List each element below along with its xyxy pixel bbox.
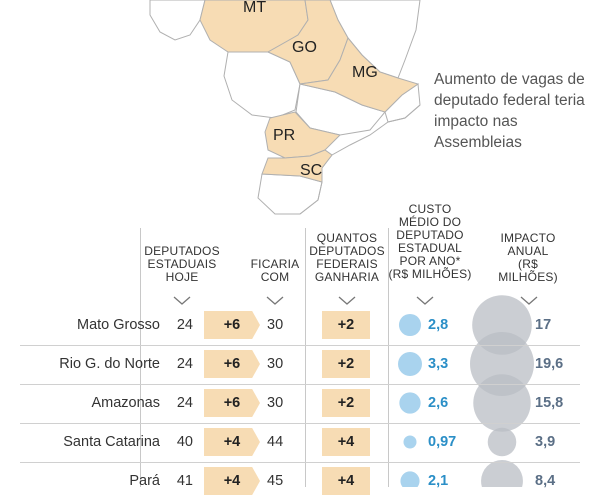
row-state: Amazonas <box>91 395 160 411</box>
map-label-sc: SC <box>300 162 322 179</box>
row-hoje: 41 <box>176 473 193 489</box>
row-divider <box>20 462 580 463</box>
row-hoje: 24 <box>176 395 193 411</box>
row-aumento-badge: +4 <box>204 428 260 456</box>
header-ficaria-com: FICARIA COM <box>250 257 300 284</box>
brazil-map: MT GO MG PR SC <box>149 0 421 215</box>
map-label-mg: MG <box>352 64 378 81</box>
header-impacto-anual: IMPACTO ANUAL (R$ MILHÕES) <box>498 231 558 284</box>
row-custo-label: 3,3 <box>428 356 449 372</box>
row-hoje: 24 <box>176 317 193 333</box>
row-federais-badge: +2 <box>322 311 370 339</box>
row-ficaria: 30 <box>267 317 284 333</box>
row-ficaria: 45 <box>267 473 284 489</box>
cost-bubble <box>399 392 421 414</box>
row-divider <box>20 384 580 385</box>
chevron-down-icon <box>520 296 538 305</box>
row-ficaria: 30 <box>267 356 284 372</box>
impact-bubble <box>487 427 517 457</box>
chevron-down-icon <box>266 296 284 305</box>
column-divider <box>388 228 389 487</box>
row-divider <box>20 345 580 346</box>
row-aumento-badge: +6 <box>204 389 260 417</box>
row-federais-badge: +2 <box>322 350 370 378</box>
row-hoje: 40 <box>176 434 193 450</box>
map-outline-rs <box>257 173 323 215</box>
map-state-sc <box>261 149 333 183</box>
row-state: Pará <box>129 473 160 489</box>
column-divider <box>305 228 306 487</box>
row-state: Santa Catarina <box>63 434 160 450</box>
chevron-down-icon <box>173 296 191 305</box>
row-federais-badge: +4 <box>322 428 370 456</box>
cost-bubble <box>400 471 420 487</box>
cost-bubble <box>403 435 417 449</box>
row-custo-label: 2,1 <box>428 473 449 489</box>
header-federais-ganharia: QUANTOS DEPUTADOS FEDERAIS GANHARIA <box>309 231 385 284</box>
row-state: Rio G. do Norte <box>59 356 160 372</box>
header-deputados-hoje: DEPUTADOS ESTADUAIS HOJE <box>144 244 220 284</box>
map-label-go: GO <box>292 39 317 56</box>
column-divider <box>140 228 141 487</box>
row-aumento-badge: +4 <box>204 467 260 495</box>
row-impacto-label: 15,8 <box>535 395 564 411</box>
map-outline-north <box>149 0 206 41</box>
map-label-mt: MT <box>243 0 266 16</box>
impact-bubble <box>481 460 523 487</box>
row-impacto-label: 17 <box>535 317 552 333</box>
row-custo-label: 2,6 <box>428 395 449 411</box>
row-impacto-label: 8,4 <box>535 473 556 489</box>
row-aumento-badge: +6 <box>204 311 260 339</box>
row-aumento-badge: +6 <box>204 350 260 378</box>
row-federais-badge: +4 <box>322 467 370 495</box>
row-divider <box>20 423 580 424</box>
row-impacto-label: 3,9 <box>535 434 556 450</box>
map-label-pr: PR <box>273 127 295 144</box>
cost-bubble <box>398 352 422 376</box>
row-impacto-label: 19,6 <box>535 356 564 372</box>
header-custo-medio: CUSTO MÉDIO DO DEPUTADO ESTADUAL POR ANO… <box>388 202 472 281</box>
map-coastline <box>299 104 421 215</box>
row-ficaria: 30 <box>267 395 284 411</box>
cost-bubble <box>398 313 422 337</box>
chevron-down-icon <box>338 296 356 305</box>
impact-bubble <box>470 332 534 396</box>
chevron-down-icon <box>416 296 434 305</box>
row-custo-label: 0,97 <box>428 434 457 450</box>
caption: Aumento de vagas de deputado federal ter… <box>434 71 585 151</box>
row-hoje: 24 <box>176 356 193 372</box>
row-federais-badge: +2 <box>322 389 370 417</box>
map-state-mg <box>299 37 420 113</box>
row-ficaria: 44 <box>267 434 284 450</box>
row-custo-label: 2,8 <box>428 317 449 333</box>
row-state: Mato Grosso <box>77 317 160 333</box>
